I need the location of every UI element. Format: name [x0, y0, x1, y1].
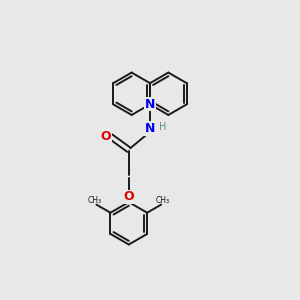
Text: O: O	[101, 130, 111, 143]
Text: N: N	[145, 98, 155, 111]
Text: CH₃: CH₃	[88, 196, 102, 206]
Text: H: H	[159, 122, 166, 132]
Text: N: N	[145, 122, 155, 135]
Text: CH₃: CH₃	[155, 196, 170, 206]
Text: O: O	[124, 190, 134, 203]
